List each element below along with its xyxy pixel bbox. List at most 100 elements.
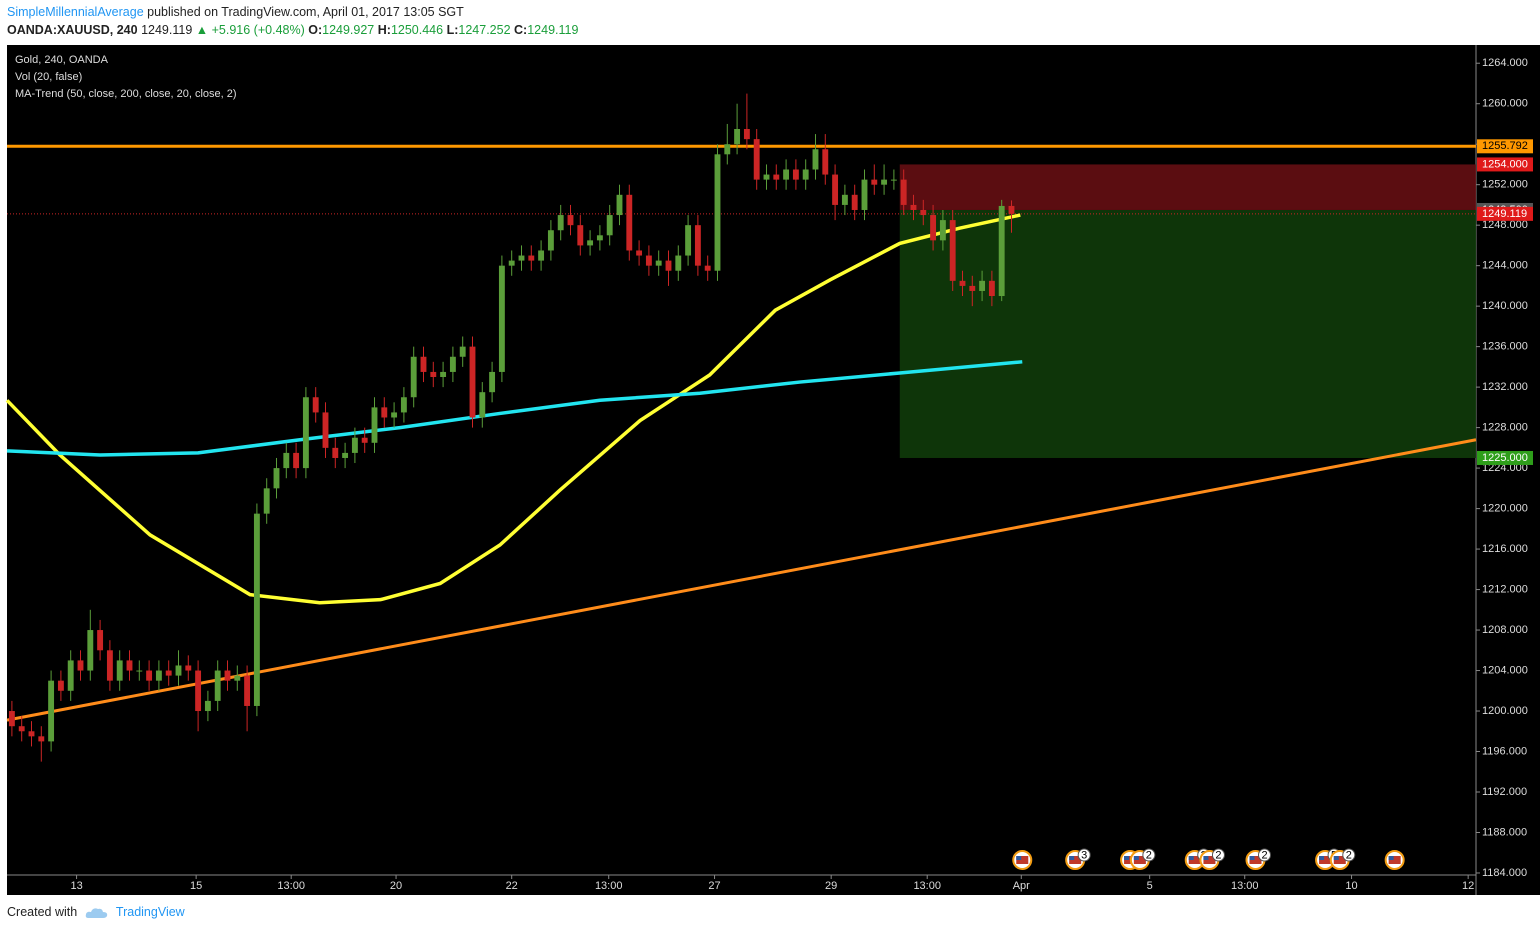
y-tick-label: 1216.000 <box>1482 543 1528 555</box>
candle-body <box>616 194 623 216</box>
candle-body <box>420 356 427 372</box>
event-badge <box>1142 848 1156 862</box>
event-count: 2 <box>1346 849 1352 861</box>
event-count: 2 <box>1215 849 1221 861</box>
event-flag <box>1319 856 1332 864</box>
candle-body <box>116 660 123 681</box>
candle-body <box>175 665 182 676</box>
candle-body <box>763 174 770 180</box>
candle-body <box>832 174 839 205</box>
last: 1249.119 <box>141 23 193 37</box>
ma-line <box>6 360 1023 457</box>
symbol: OANDA:XAUUSD, 240 <box>7 23 138 37</box>
event-flag-canton <box>1319 856 1325 860</box>
candle-body <box>371 407 378 443</box>
x-tick-label: 29 <box>825 880 837 892</box>
candle-body <box>675 255 682 271</box>
candle-body <box>910 204 917 210</box>
x-tick-label: 27 <box>708 880 720 892</box>
x-tick-label: 13 <box>70 880 82 892</box>
y-tick-label: 1196.000 <box>1482 745 1527 757</box>
candle-body <box>479 392 486 418</box>
candle-body <box>351 437 358 453</box>
candle-body <box>626 194 633 251</box>
y-tick-label: 1192.000 <box>1482 786 1527 798</box>
y-tick-label: 1244.000 <box>1482 260 1528 272</box>
brand[interactable]: TradingView <box>115 905 185 919</box>
event-flag <box>1249 856 1262 864</box>
published: published on TradingView.com, April 01, … <box>147 5 464 19</box>
candle-body <box>645 255 652 266</box>
candle-body <box>743 129 750 140</box>
event-flag-canton <box>1333 856 1339 860</box>
candle-body <box>587 240 594 246</box>
y-tick-label: 1260.000 <box>1482 98 1528 110</box>
candle-body <box>890 179 897 181</box>
candle-body <box>430 371 437 377</box>
candle-body <box>273 468 280 489</box>
candle-body <box>38 736 45 742</box>
created: Created with <box>7 905 78 919</box>
candle-body <box>998 205 1005 297</box>
candle-body <box>920 209 927 216</box>
change: ▲ +5.916 (+0.48%) <box>195 23 305 37</box>
candle-body <box>97 630 104 651</box>
candle-body <box>253 513 260 706</box>
candle-body <box>851 194 858 210</box>
o-key: O: <box>308 23 323 37</box>
x-tick-label: 5 <box>1147 880 1153 892</box>
price-badge-label: 1225.000 <box>1482 452 1528 464</box>
event-flag-canton <box>1133 856 1139 860</box>
event-badge <box>1211 848 1225 862</box>
header-line: SimpleMillennialAverage published on Tra… <box>7 3 578 21</box>
candle-body <box>871 179 878 185</box>
candle-body <box>969 285 976 291</box>
candle-body <box>812 149 819 170</box>
candle-body <box>685 225 692 256</box>
author[interactable]: SimpleMillennialAverage <box>7 5 144 19</box>
time-axis-bg <box>7 875 1476 895</box>
candle-body <box>342 452 349 458</box>
candle-body <box>214 670 221 701</box>
plot: 3222252 <box>5 93 1477 870</box>
event-flag-canton <box>1016 856 1022 860</box>
price-badge <box>1477 139 1533 154</box>
candle-body <box>263 488 270 514</box>
event-count: 2 <box>1261 849 1267 861</box>
candle-body <box>185 665 192 671</box>
event-flag-canton <box>1249 856 1255 860</box>
y-tick-label: 1228.000 <box>1482 422 1528 434</box>
candle-body <box>449 356 456 372</box>
candle-body <box>655 260 662 266</box>
y-tick-label: 1252.000 <box>1482 179 1528 191</box>
candle-body <box>283 452 290 469</box>
candle-body <box>77 660 84 671</box>
candle-body <box>979 280 986 291</box>
candle-body <box>861 179 868 210</box>
y-tick-label: 1264.000 <box>1482 57 1528 69</box>
y-tick-label: 1204.000 <box>1482 664 1528 676</box>
event-flag-canton <box>1124 856 1130 860</box>
candle-body <box>930 215 937 241</box>
event-flag <box>1069 856 1082 864</box>
candle-body <box>293 452 300 469</box>
candle-body <box>557 215 564 231</box>
event-flag-canton <box>1188 856 1194 860</box>
candle-body <box>949 220 956 281</box>
candle-body <box>714 154 721 271</box>
price-axis-bg <box>1476 45 1540 895</box>
x-tick-label: 13:00 <box>913 880 941 892</box>
h: 1250.446 <box>390 23 444 37</box>
candle-body <box>165 670 172 676</box>
event-flag <box>1133 856 1146 864</box>
legend-entry: Vol (20, false) <box>15 71 82 83</box>
candle-body <box>244 675 251 706</box>
footer: Created with TradingView <box>7 905 185 920</box>
candle-body <box>841 194 848 205</box>
candle-body <box>538 250 545 261</box>
o: 1249.927 <box>322 23 375 37</box>
candle-body <box>606 215 613 236</box>
candle-body <box>106 650 113 681</box>
y-tick-label: 1236.000 <box>1482 341 1528 353</box>
